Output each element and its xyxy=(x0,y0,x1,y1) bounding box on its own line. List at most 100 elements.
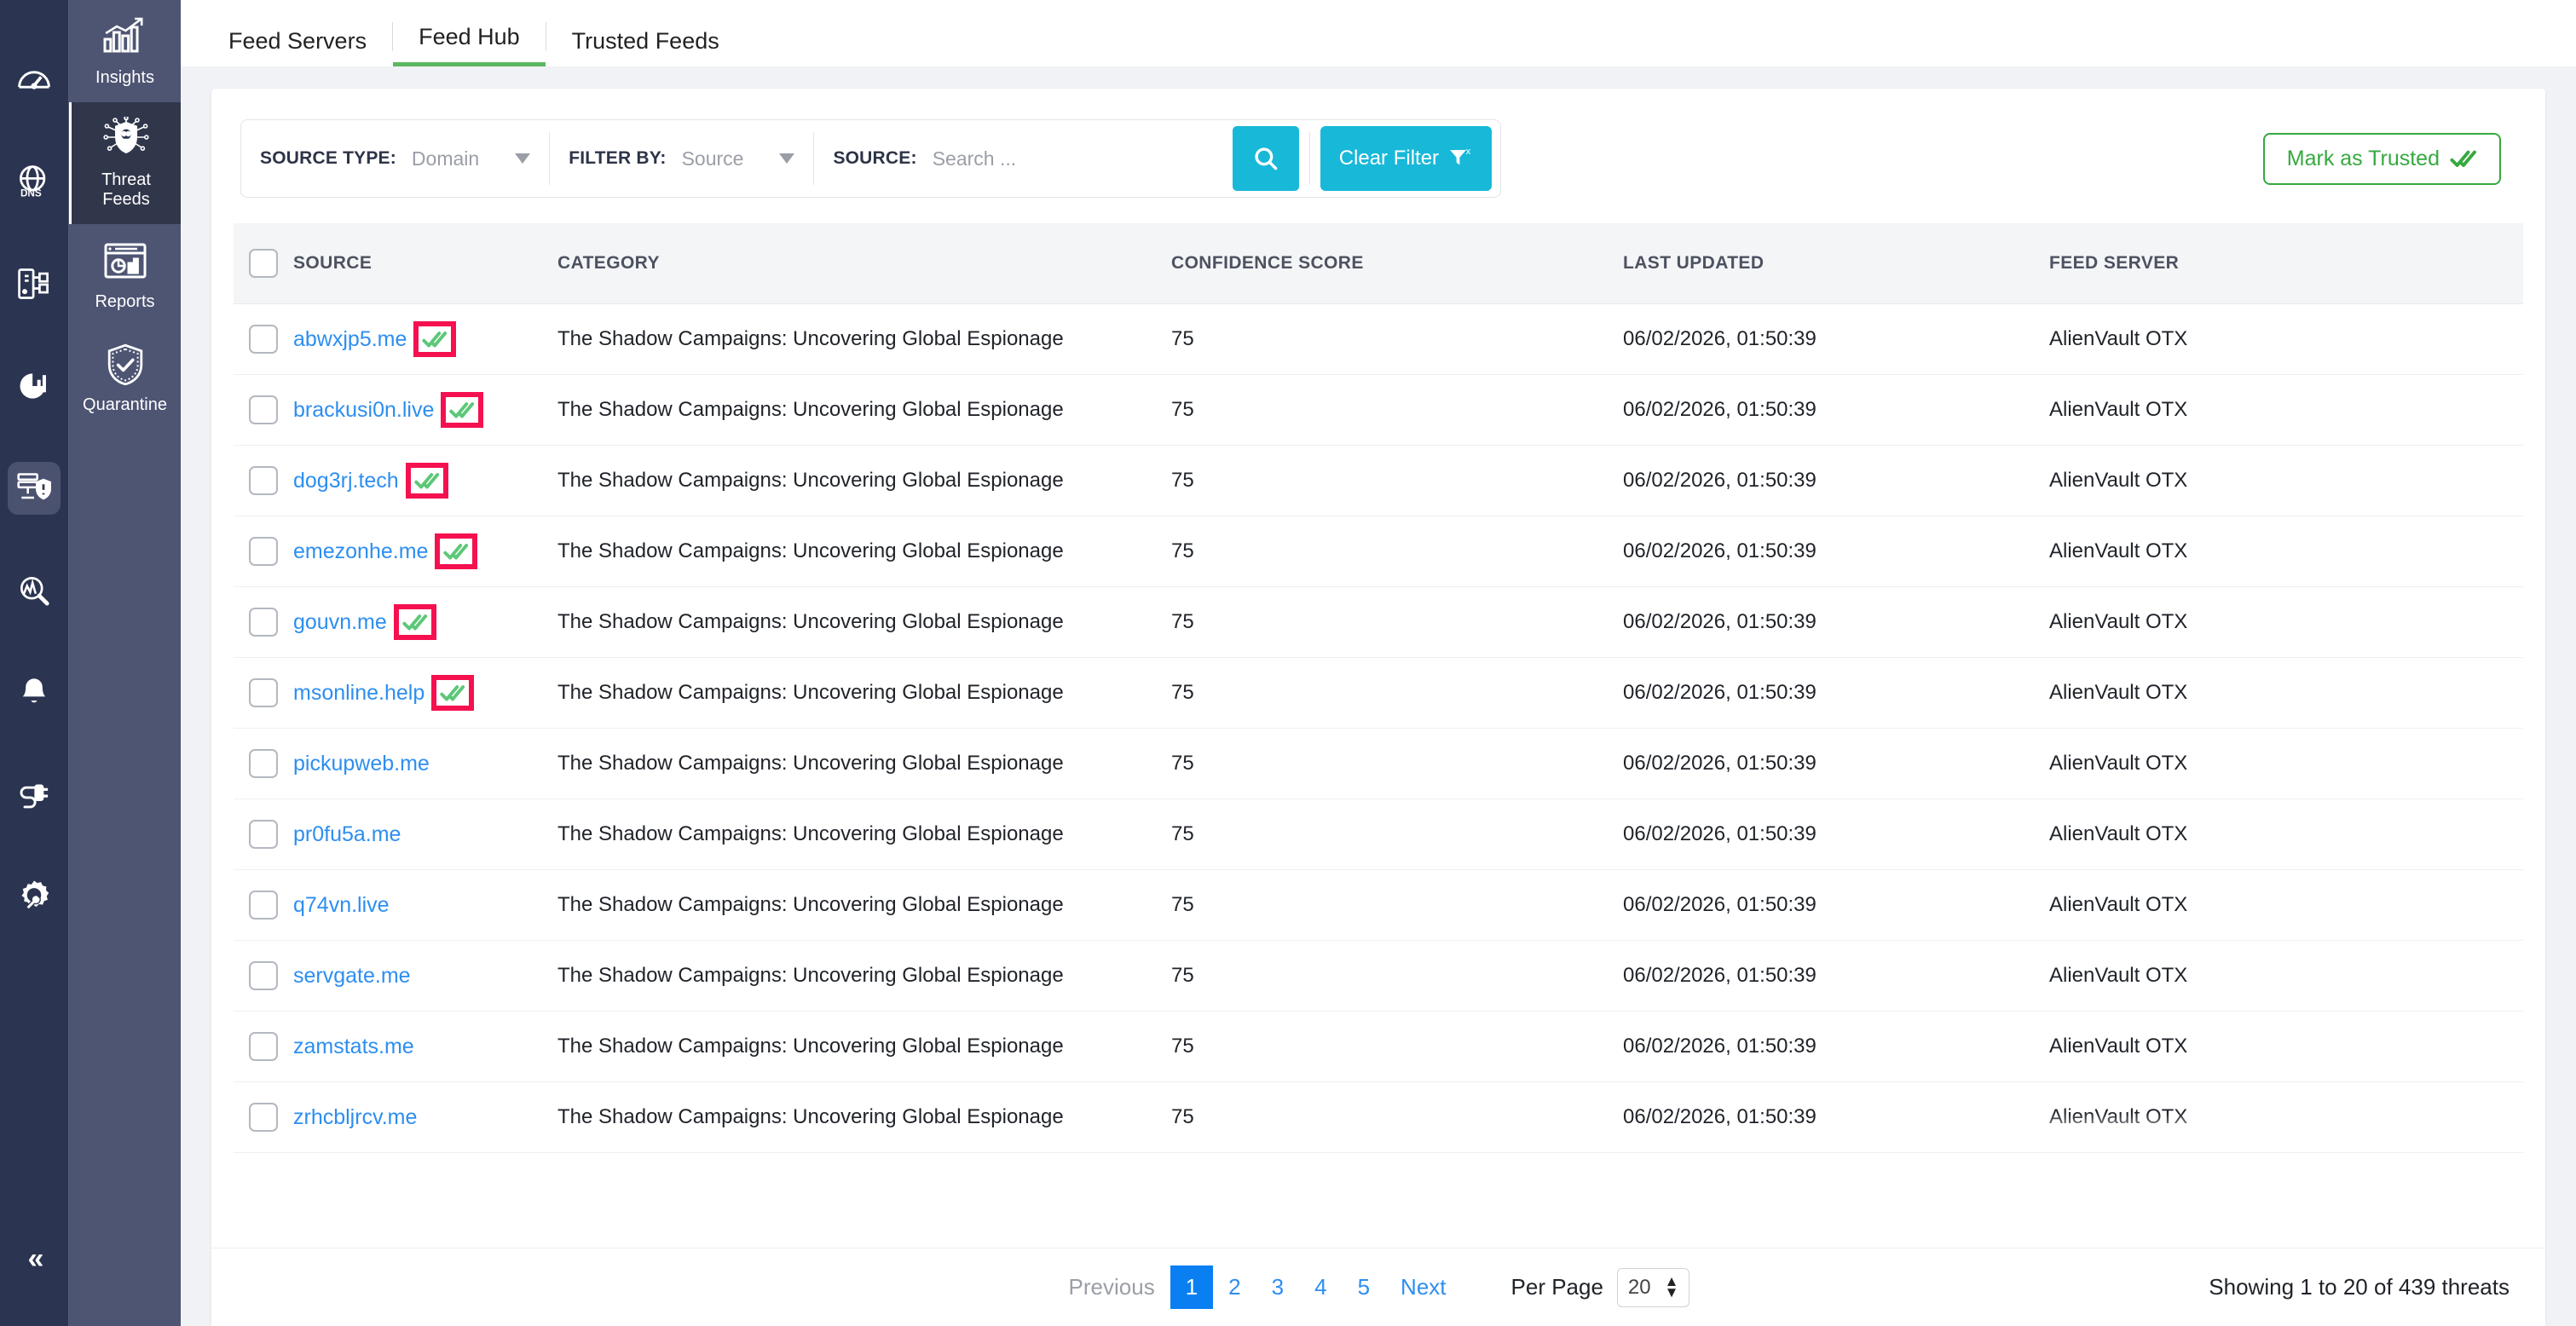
sidebar-item-quarantine[interactable]: Quarantine xyxy=(69,327,181,430)
filter-by-group[interactable]: FILTER BY: Source xyxy=(550,120,813,197)
table-footer: Previous 1 2 3 4 5 Next Per Page 20 ▲ ▼ xyxy=(211,1248,2545,1326)
table-row[interactable]: pickupweb.me The Shadow Campaigns: Uncove… xyxy=(234,728,2523,799)
row-select-cell xyxy=(234,1081,293,1153)
source-link[interactable]: q74vn.live xyxy=(293,892,390,917)
source-link[interactable]: emezonhe.me xyxy=(293,539,429,563)
confidence-score-cell: 75 xyxy=(1171,586,1623,658)
row-checkbox[interactable] xyxy=(249,749,278,778)
sidebar-item-reports[interactable]: Reports xyxy=(69,224,181,326)
sidebar-rail-bell[interactable] xyxy=(8,666,61,719)
table-row[interactable]: gouvn.me The Shadow Campaigns: Uncovering… xyxy=(234,586,2523,658)
header-last-updated[interactable]: LAST UPDATED xyxy=(1623,223,2049,304)
filter-toolbar: SOURCE TYPE: Domain FILTER BY: Source xyxy=(211,89,2545,223)
source-link[interactable]: pickupweb.me xyxy=(293,751,430,775)
pagination-previous[interactable]: Previous xyxy=(1068,1274,1155,1300)
header-category[interactable]: CATEGORY xyxy=(557,223,1171,304)
source-link[interactable]: servgate.me xyxy=(293,963,411,988)
threat-table: SOURCE CATEGORY CONFIDENCE SCORE LAST UP… xyxy=(234,223,2523,1153)
last-updated-cell: 06/02/2026, 01:50:39 xyxy=(1623,798,2049,870)
per-page-select[interactable]: 20 ▲ ▼ xyxy=(1616,1267,1690,1307)
header-source[interactable]: SOURCE xyxy=(293,223,557,304)
sidebar-rail-server-network[interactable] xyxy=(8,257,61,310)
trusted-indicator-highlighted[interactable] xyxy=(393,604,436,640)
pagination-page-5[interactable]: 5 xyxy=(1357,1274,1371,1300)
tab-feed-hub[interactable]: Feed Hub xyxy=(393,24,546,66)
double-check-icon xyxy=(402,614,427,631)
source-link[interactable]: brackusi0n.live xyxy=(293,397,435,422)
source-link[interactable]: zrhcbljrcv.me xyxy=(293,1104,418,1129)
search-button[interactable] xyxy=(1232,126,1299,191)
source-cell: brackusi0n.live xyxy=(293,374,557,446)
row-checkbox[interactable] xyxy=(249,891,278,920)
table-row[interactable]: emezonhe.me The Shadow Campaigns: Uncover… xyxy=(234,516,2523,587)
table-row[interactable]: q74vn.live The Shadow Campaigns: Uncoveri… xyxy=(234,869,2523,941)
source-link[interactable]: gouvn.me xyxy=(293,609,387,634)
select-all-checkbox[interactable] xyxy=(249,249,278,278)
sidebar-rail-gear-wrench[interactable] xyxy=(8,871,61,924)
table-row[interactable]: dog3rj.tech The Shadow Campaigns: Uncover… xyxy=(234,445,2523,516)
trusted-indicator-highlighted[interactable] xyxy=(405,463,448,499)
sidebar-rail-plug[interactable] xyxy=(8,769,61,822)
header-feed-server[interactable]: FEED SERVER xyxy=(2049,223,2523,304)
trusted-indicator-highlighted[interactable] xyxy=(435,533,478,569)
row-checkbox[interactable] xyxy=(249,466,278,495)
mark-as-trusted-button[interactable]: Mark as Trusted xyxy=(2262,132,2501,185)
row-checkbox[interactable] xyxy=(249,537,278,566)
confidence-score-cell: 75 xyxy=(1171,1081,1623,1153)
filter-by-select[interactable]: Source xyxy=(682,147,795,170)
source-type-select[interactable]: Domain xyxy=(412,147,531,170)
pagination-page-3[interactable]: 3 xyxy=(1271,1274,1285,1300)
row-checkbox[interactable] xyxy=(249,1103,278,1132)
sidebar-rail-threat-hunting-search[interactable] xyxy=(8,564,61,617)
row-select-cell xyxy=(234,445,293,516)
sidebar-item-insights[interactable]: Insights xyxy=(69,0,181,102)
sidebar-rail-speedometer[interactable] xyxy=(8,53,61,106)
tab-feed-servers[interactable]: Feed Servers xyxy=(228,28,367,54)
source-link[interactable]: dog3rj.tech xyxy=(293,468,399,493)
last-updated-cell: 06/02/2026, 01:50:39 xyxy=(1623,728,2049,799)
source-type-label: SOURCE TYPE: xyxy=(260,148,396,168)
sidebar-rail-pie-chart[interactable] xyxy=(8,360,61,412)
trusted-indicator-highlighted[interactable] xyxy=(431,675,475,711)
row-checkbox[interactable] xyxy=(249,820,278,849)
pagination-page-4[interactable]: 4 xyxy=(1314,1274,1327,1300)
feed-server-cell: AlienVault OTX xyxy=(2049,1081,2523,1153)
pagination-page-1[interactable]: 1 xyxy=(1170,1265,1214,1309)
row-checkbox[interactable] xyxy=(249,961,278,990)
row-checkbox[interactable] xyxy=(249,608,278,637)
source-link[interactable]: zamstats.me xyxy=(293,1034,414,1058)
category-cell: The Shadow Campaigns: Uncovering Global … xyxy=(557,798,1171,870)
tab-trusted-feeds[interactable]: Trusted Feeds xyxy=(571,28,719,54)
confidence-score-cell: 75 xyxy=(1171,728,1623,799)
top-tab-bar: Feed Servers Feed Hub Trusted Feeds xyxy=(181,0,2576,66)
sidebar-item-threat-feeds[interactable]: Threat Feeds xyxy=(69,102,181,225)
table-row[interactable]: brackusi0n.live The Shadow Campaigns: Unc… xyxy=(234,374,2523,446)
row-checkbox[interactable] xyxy=(249,395,278,424)
search-input[interactable]: Search ... xyxy=(932,147,1017,170)
row-checkbox[interactable] xyxy=(249,678,278,707)
pagination-page-2[interactable]: 2 xyxy=(1228,1274,1241,1300)
clear-filter-button[interactable]: Clear Filter x xyxy=(1320,126,1493,191)
table-row[interactable]: zamstats.me The Shadow Campaigns: Uncover… xyxy=(234,1011,2523,1082)
trusted-indicator-highlighted[interactable] xyxy=(441,392,484,428)
confidence-score-cell: 75 xyxy=(1171,303,1623,375)
row-checkbox[interactable] xyxy=(249,325,278,354)
source-link[interactable]: pr0fu5a.me xyxy=(293,822,401,846)
trusted-indicator-highlighted[interactable] xyxy=(413,321,457,357)
source-link[interactable]: abwxjp5.me xyxy=(293,326,407,351)
table-row[interactable]: servgate.me The Shadow Campaigns: Uncover… xyxy=(234,940,2523,1012)
sidebar-collapse-button[interactable]: « xyxy=(27,1242,44,1275)
row-checkbox[interactable] xyxy=(249,1032,278,1061)
pagination-next[interactable]: Next xyxy=(1401,1274,1447,1300)
table-row[interactable]: abwxjp5.me The Shadow Campaigns: Uncoveri… xyxy=(234,303,2523,375)
header-confidence-score[interactable]: CONFIDENCE SCORE xyxy=(1171,223,1623,304)
source-type-group[interactable]: SOURCE TYPE: Domain xyxy=(241,120,549,197)
source-cell: msonline.help xyxy=(293,657,557,729)
table-row[interactable]: zrhcbljrcv.me The Shadow Campaigns: Uncov… xyxy=(234,1081,2523,1153)
feed-server-cell: AlienVault OTX xyxy=(2049,303,2523,375)
table-row[interactable]: msonline.help The Shadow Campaigns: Uncov… xyxy=(234,657,2523,729)
table-row[interactable]: pr0fu5a.me The Shadow Campaigns: Uncoveri… xyxy=(234,798,2523,870)
source-link[interactable]: msonline.help xyxy=(293,680,425,705)
sidebar-rail-server-shield-alert[interactable] xyxy=(8,462,61,515)
sidebar-rail-dns[interactable]: DNS xyxy=(8,155,61,208)
